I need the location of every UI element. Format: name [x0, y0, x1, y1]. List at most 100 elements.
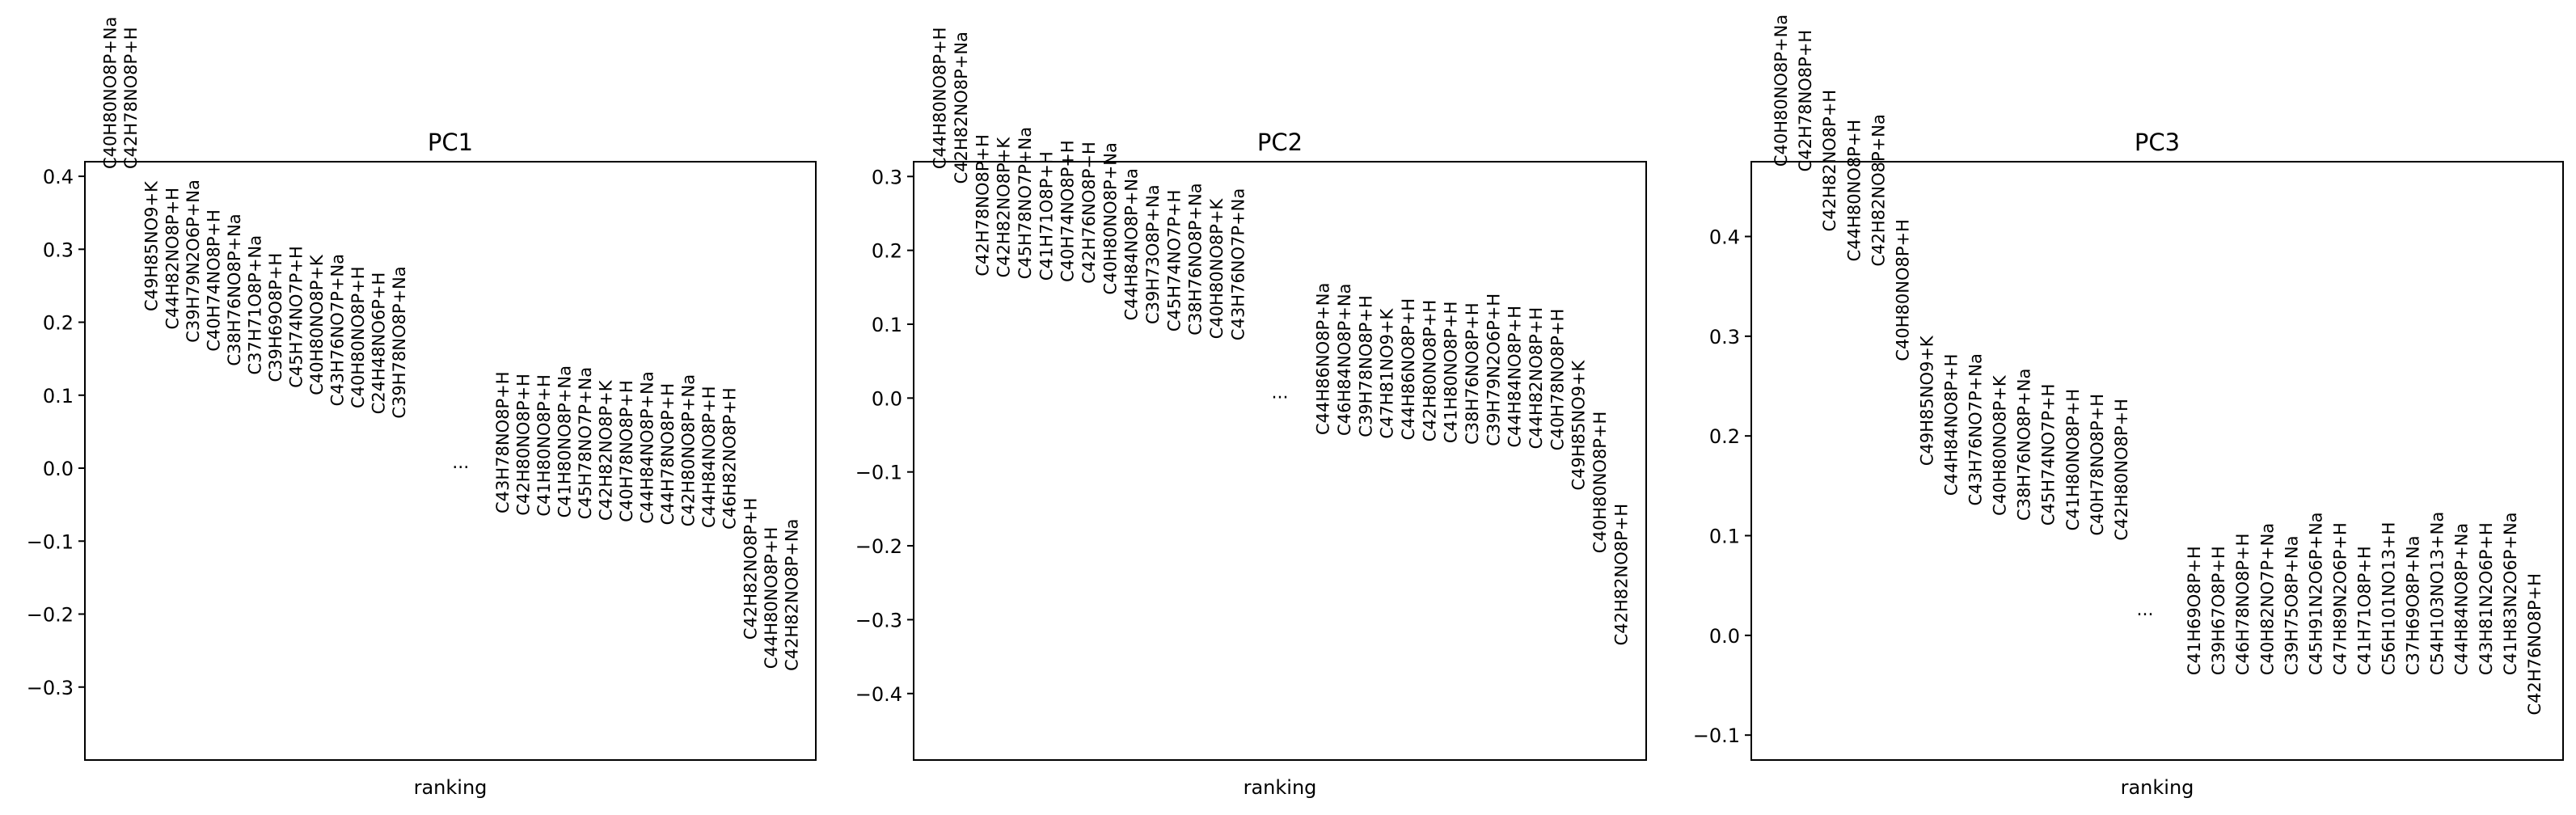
loading-label: C38H76NO8P+Na	[1186, 183, 1206, 335]
loading-label: C40H78NO8P+H	[617, 380, 636, 522]
loading-label: C42H82NO8P+H	[741, 498, 760, 640]
loading-label: C42H82NO8P+Na	[1869, 114, 1888, 266]
y-tick-label: 0.3	[1709, 326, 1740, 348]
y-tick-label: 0.3	[43, 239, 74, 261]
loading-label: C44H84NO8P+H	[1505, 306, 1525, 448]
loading-label: C44H80NO8P+H	[762, 527, 781, 669]
axes-frame	[1750, 161, 2564, 761]
axes-frame	[913, 161, 1647, 761]
loading-label: C44H82NO8P+H	[1527, 307, 1546, 450]
loading-label: C39H69O8P+H	[266, 253, 285, 382]
loading-label: C42H82NO8P+H	[1611, 504, 1631, 646]
loading-label: C43H78NO8P+H	[493, 371, 513, 513]
loading-label: C44H86NO8P+H	[1399, 298, 1418, 441]
y-tick-label: 0.2	[1709, 425, 1740, 448]
loading-label: C42H82NO8P+K	[597, 379, 616, 521]
y-tick-label: 0.1	[872, 314, 902, 336]
loading-label: C44H80NO8P+H	[931, 27, 950, 170]
loading-label: C39H67O8P+H	[2209, 546, 2228, 675]
loading-label: C49H85NO9+K	[142, 180, 162, 311]
chart-title: PC1	[428, 129, 473, 156]
loading-label: C40H78NO8P+H	[1548, 309, 1567, 451]
loading-label: C41H80NO8P+H	[2063, 389, 2083, 531]
loading-label: C42H78NO8P+H	[973, 134, 992, 277]
loading-label: C40H80NO8P+K	[1207, 198, 1227, 340]
loading-label: C42H82NO8P+Na	[952, 32, 971, 184]
loading-label: C40H74NO8P+H	[204, 209, 223, 352]
loading-label: C44H86NO8P+Na	[1314, 283, 1333, 435]
loading-label: C40H78NO8P+H	[2088, 394, 2107, 536]
loading-label: C39H75O8P+Na	[2282, 536, 2301, 676]
loading-label: C40H80NO8P+H	[1893, 219, 1912, 361]
y-tick-label: 0.1	[43, 385, 74, 408]
loading-label: C44H84NO8P+Na	[2452, 523, 2472, 675]
loading-label: C42H80NO8P+H	[513, 374, 533, 516]
loading-label: C47H89N2O6P+H	[2330, 522, 2350, 675]
loading-label: C46H82NO8P+H	[720, 387, 740, 530]
loading-label: C41H80NO8P+Na	[555, 365, 574, 517]
loading-label: C41H69O8P+H	[2185, 546, 2204, 675]
loading-label: C40H80NO8P+Na	[1772, 15, 1791, 167]
y-tick-label: 0.4	[1709, 226, 1740, 249]
axes-frame	[84, 161, 817, 761]
loading-label: C39H78NO8P+Na	[390, 266, 409, 418]
loading-label: C40H80NO8P+K	[1991, 374, 2010, 516]
loading-label: C43H76NO7P+Na	[328, 254, 348, 406]
y-tick-label: −0.4	[855, 683, 902, 706]
loading-label: C44H84NO8P+H	[1941, 354, 1961, 496]
loading-label: C44H84NO8P+Na	[1122, 168, 1142, 320]
y-tick-label: −0.1	[27, 530, 74, 553]
ellipsis-marker: ...	[1272, 382, 1289, 403]
loading-label: C45H74NO7P+H	[2039, 384, 2059, 526]
loading-label: C42H78NO8P+H	[121, 27, 141, 169]
y-tick-label: −0.2	[27, 604, 74, 627]
y-tick-label: 0.3	[872, 166, 902, 188]
loading-label: C37H69O8P+Na	[2404, 536, 2423, 676]
loading-label: C42H80NO8P+H	[2112, 399, 2131, 541]
loading-label: C40H80NO8P+H	[1590, 412, 1610, 554]
loading-label: C41H83N2O6P+Na	[2501, 512, 2520, 675]
loading-label: C44H80NO8P+H	[1844, 120, 1864, 262]
loading-label: C38H76NO8P+H	[1463, 302, 1482, 445]
loading-label: C45H74NO7P+H	[1164, 190, 1184, 332]
loading-label: C46H78NO8P+H	[2233, 534, 2253, 676]
loading-label: C41H80NO8P+H	[1442, 302, 1461, 444]
loading-label: C44H78NO8P+H	[658, 383, 678, 526]
loading-label: C44H82NO8P+H	[163, 188, 182, 330]
loading-label: C46H84NO8P+Na	[1335, 284, 1354, 436]
loading-label: C39H79N2O6P+H	[1484, 293, 1503, 446]
ellipsis-marker: ...	[452, 453, 469, 473]
y-tick-label: 0.0	[43, 458, 74, 480]
loading-label: C43H76NO7P+Na	[1228, 188, 1248, 340]
loading-label: C39H78NO8P+H	[1356, 295, 1375, 437]
x-axis-label: ranking	[2121, 776, 2194, 799]
loading-label: C45H91N2O6P+Na	[2306, 512, 2325, 675]
loading-label: C24H48NO6P+H	[370, 272, 389, 415]
panel-pc2: PC2 ranking −0.4 −0.3 −0.2 −0.1 0.0 0.1 0.2 0.3..…	[855, 27, 1647, 799]
loading-label: C40H80NO8P+H	[348, 266, 368, 408]
loading-label: C40H80NO8P+Na	[1100, 142, 1120, 294]
panel-pc1: PC1 ranking −0.3 −0.2 −0.1 0.0 0.1 0.2 0.3 0.4...…	[27, 17, 817, 799]
y-tick-label: 0.2	[872, 240, 902, 263]
loading-label: C38H76NO8P+Na	[225, 213, 244, 365]
y-tick-label: −0.1	[1693, 724, 1740, 747]
y-tick-label: −0.3	[27, 677, 74, 699]
y-tick-label: 0.0	[1709, 625, 1740, 648]
loading-label: C45H78NO7P+Na	[576, 367, 595, 519]
ellipsis-marker: ...	[2136, 600, 2153, 620]
loading-label: C39H79N2O6P+Na	[184, 179, 203, 343]
loading-label: C38H76NO8P+Na	[2015, 369, 2034, 521]
loading-label: C41H80NO8P+H	[534, 374, 554, 517]
panel-pc3: PC3 ranking −0.1 0.0 0.1 0.2 0.3 0.4... C40H80NO…	[1693, 15, 2564, 799]
y-tick-label: −0.3	[855, 609, 902, 631]
loading-label: C42H76NO8P+H	[1079, 141, 1099, 284]
loading-label: C40H74NO8P+H	[1058, 140, 1078, 282]
y-tick-label: −0.2	[855, 535, 902, 558]
loading-label: C43H76NO7P+Na	[1966, 353, 1986, 505]
loading-label: C40H80NO8P+Na	[101, 17, 120, 169]
loading-label: C41H71O8P+H	[1037, 151, 1056, 281]
loading-label: C42H80NO8P+H	[1420, 300, 1439, 442]
loading-label: C56H101NO13+H	[2380, 522, 2399, 676]
loading-label: C40H80NO8P+K	[307, 254, 327, 395]
